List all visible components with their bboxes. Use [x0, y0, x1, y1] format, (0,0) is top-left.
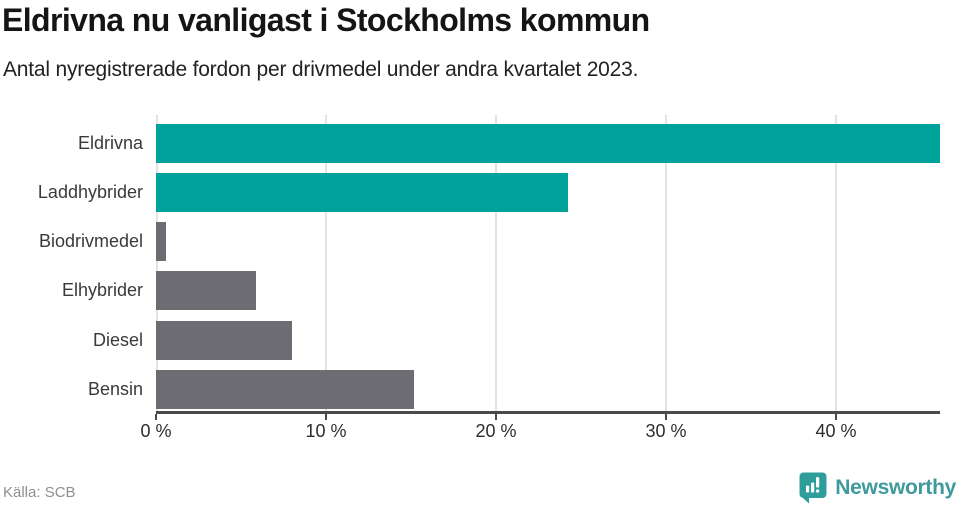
gridline-10: [325, 115, 327, 411]
y-axis-label: Diesel: [92, 330, 143, 350]
gridline-20: [495, 115, 497, 411]
gridline-0: [156, 115, 158, 411]
newsworthy-bubble-icon: [799, 472, 827, 504]
x-tick-0: [155, 414, 157, 420]
y-axis-labels: Eldrivna Laddhybrider Biodrivmedel Elhybrid…: [0, 115, 143, 411]
x-tick-30: [665, 414, 667, 420]
source-note: Källa: SCB: [3, 484, 76, 501]
gridline-30: [665, 115, 667, 411]
bar-biodrivmedel: [156, 222, 166, 261]
y-axis-label: Bensin: [87, 379, 143, 399]
bar-eldrivna: [156, 124, 940, 163]
x-tick-40: [835, 414, 837, 420]
y-axis-label: Laddhybrider: [37, 182, 143, 202]
x-tick-label: 10 %: [305, 421, 347, 441]
bar-diesel: [156, 321, 292, 360]
y-axis-label: Biodrivmedel: [38, 231, 143, 251]
gridline-40: [835, 115, 837, 411]
brand-logo: Newsworthy: [798, 471, 956, 504]
logo-exclamation-dot: [816, 489, 820, 493]
y-axis-label: Elhybrider: [61, 280, 143, 300]
x-tick-label: 20 %: [475, 421, 517, 441]
brand-name: Newsworthy: [835, 475, 956, 499]
y-axis-label: Eldrivna: [77, 133, 143, 153]
page-title: Eldrivna nu vanligast i Stockholms kommu…: [2, 2, 650, 38]
x-tick-label: 0 %: [140, 421, 172, 441]
bar-laddhybrider: [156, 173, 568, 212]
x-tick-label: 30 %: [645, 421, 687, 441]
logo-bar-short: [806, 485, 810, 493]
logo-exclamation-bar: [816, 477, 820, 488]
bar-bensin: [156, 370, 414, 409]
logo-bar-medium: [811, 482, 815, 493]
plot-area: [156, 115, 940, 414]
x-tick-20: [495, 414, 497, 420]
page-subtitle: Antal nyregistrerade fordon per drivmede…: [3, 58, 639, 81]
x-tick-label: 40 %: [815, 421, 857, 441]
x-tick-10: [325, 414, 327, 420]
bar-elhybrider: [156, 271, 256, 310]
